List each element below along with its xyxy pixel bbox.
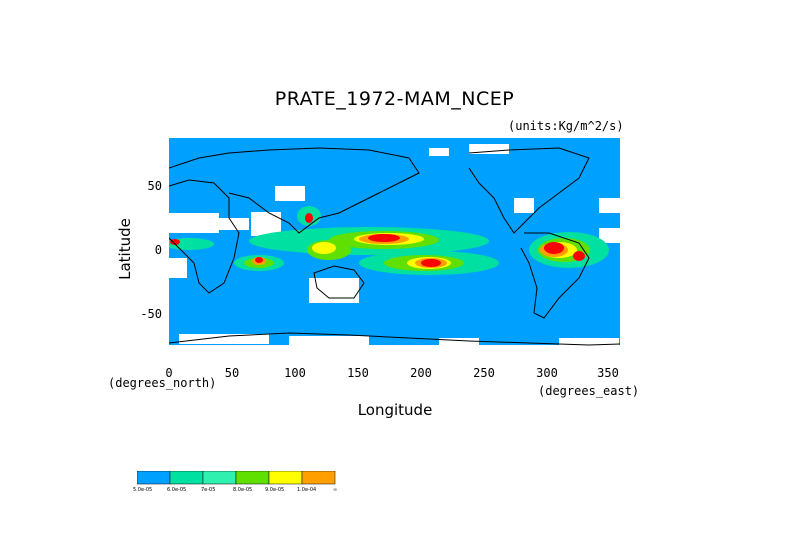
continent-outlines — [169, 147, 620, 346]
x-tick-50: 50 — [224, 366, 240, 380]
map-title: PRATE_1972-MAM_NCEP — [274, 88, 515, 110]
units-label: (units:Kg/m^2/s) — [508, 119, 624, 133]
precip-band-red — [170, 213, 585, 267]
color-legend: 5.0e-05 6.0e-05 7e-05 8.0e-05 9.0e-05 1.… — [133, 470, 342, 505]
legend-label-2: 7e-05 — [201, 487, 216, 493]
legend-label-4: 9.0e-05 — [265, 487, 285, 493]
x-sublabel-left: (degrees_north) — [108, 376, 217, 390]
legend-swatch-5 — [301, 470, 336, 485]
x-tick-150: 150 — [347, 366, 369, 380]
legend-label-6: ∞ — [333, 487, 338, 493]
y-tick-50: 50 — [147, 179, 162, 193]
x-tick-300: 300 — [536, 366, 558, 380]
x-tick-250: 250 — [473, 366, 495, 380]
legend-label-3: 8.0e-05 — [233, 487, 253, 493]
y-tick-minus-50: -50 — [140, 307, 162, 321]
legend-label-0: 5.0e-05 — [133, 487, 153, 493]
missing-data-patches — [169, 144, 620, 363]
legend-swatch-0 — [136, 470, 171, 485]
legend-swatch-2 — [202, 470, 237, 485]
x-tick-350: 350 — [597, 366, 619, 380]
legend-label-1: 6.0e-05 — [167, 487, 187, 493]
x-sublabel-right: (degrees_east) — [538, 384, 640, 398]
x-tick-0: 0 — [165, 366, 173, 380]
legend-label-5: 1.0e-04 — [297, 487, 317, 493]
legend-swatches — [136, 470, 336, 485]
legend-swatch-1 — [169, 470, 204, 485]
legend-swatch-3 — [235, 470, 270, 485]
legend-swatch-4 — [268, 470, 303, 485]
x-axis-label: Longitude — [357, 401, 433, 419]
x-tick-100: 100 — [284, 366, 306, 380]
y-tick-0: 0 — [154, 243, 162, 257]
x-tick-200: 200 — [410, 366, 432, 380]
y-axis-label: Latitude — [116, 218, 134, 280]
precipitation-map — [169, 138, 620, 363]
